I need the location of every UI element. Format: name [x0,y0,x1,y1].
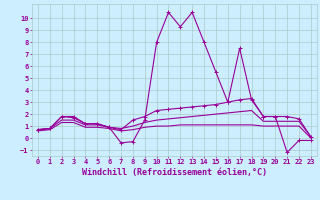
X-axis label: Windchill (Refroidissement éolien,°C): Windchill (Refroidissement éolien,°C) [82,168,267,177]
